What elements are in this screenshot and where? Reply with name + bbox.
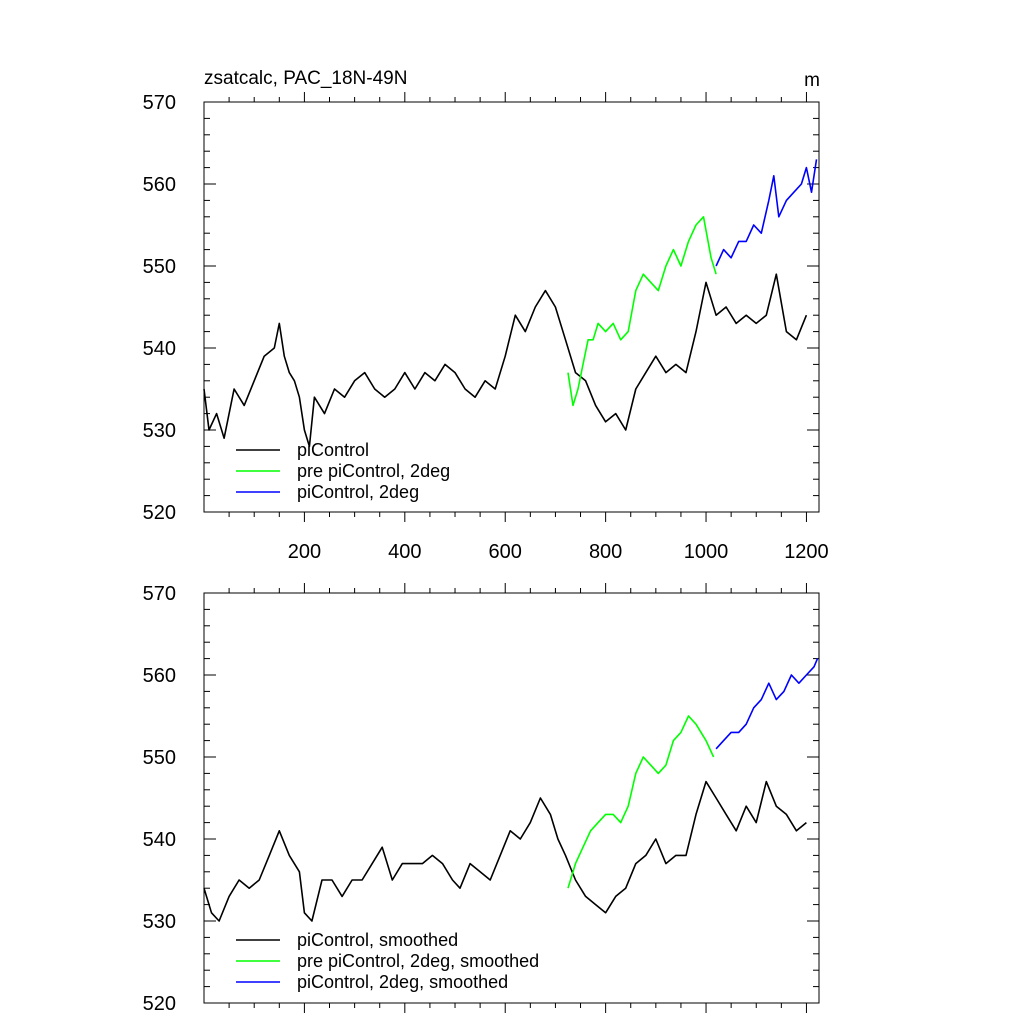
legend-label: piControl, smoothed [297, 930, 458, 950]
y-tick-label: 560 [143, 174, 176, 196]
series-line [715, 159, 818, 267]
y-tick-label: 560 [143, 665, 176, 687]
y-tick-label: 520 [143, 993, 176, 1015]
x-tick-label: 600 [489, 541, 522, 563]
y-tick-label: 570 [143, 583, 176, 605]
series-lines [203, 159, 818, 448]
series-line [203, 273, 808, 448]
x-tick-label: 800 [589, 541, 622, 563]
bottom-panel: 520 530 540 550 560 570 piControl, smoothedpr… [143, 583, 820, 1015]
legend-label: pre piControl, 2deg [297, 461, 450, 481]
series-line [567, 715, 715, 889]
x-tick-label: 1000 [684, 541, 729, 563]
series-line [567, 216, 717, 407]
y-tick-label: 530 [143, 420, 176, 442]
top-panel: zsatcalc, PAC_18N-49N m 5205305405505605… [143, 68, 829, 563]
x-tick-label: 200 [288, 541, 321, 563]
y-tick-label: 540 [143, 829, 176, 851]
chart-title: zsatcalc, PAC_18N-49N [204, 68, 407, 89]
x-tick-label: 400 [388, 541, 421, 563]
y-tick-label: 520 [143, 502, 176, 524]
axis-ticks: 520 530 540 550 560 570 [143, 583, 819, 1015]
y-tick-label: 530 [143, 911, 176, 933]
series-line [715, 658, 819, 750]
y-tick-label: 540 [143, 338, 176, 360]
plot-frame [203, 592, 820, 1004]
plot-frame [203, 101, 820, 513]
x-tick-label: 1200 [784, 541, 829, 563]
legend-label: piControl, 2deg [297, 482, 419, 502]
y-tick-label: 550 [143, 256, 176, 278]
y-tick-label: 570 [143, 92, 176, 114]
series-line [203, 780, 807, 922]
axis-ticks: 520 530 540 550 560 570 200 400 600 800 1000 1200 [143, 92, 829, 563]
units-label: m [804, 70, 820, 91]
legend-label: pre piControl, 2deg, smoothed [297, 951, 539, 971]
y-tick-label: 550 [143, 747, 176, 769]
series-lines [203, 658, 819, 922]
legend-label: piControl, 2deg, smoothed [297, 972, 508, 992]
legend-label: piControl [297, 440, 369, 460]
